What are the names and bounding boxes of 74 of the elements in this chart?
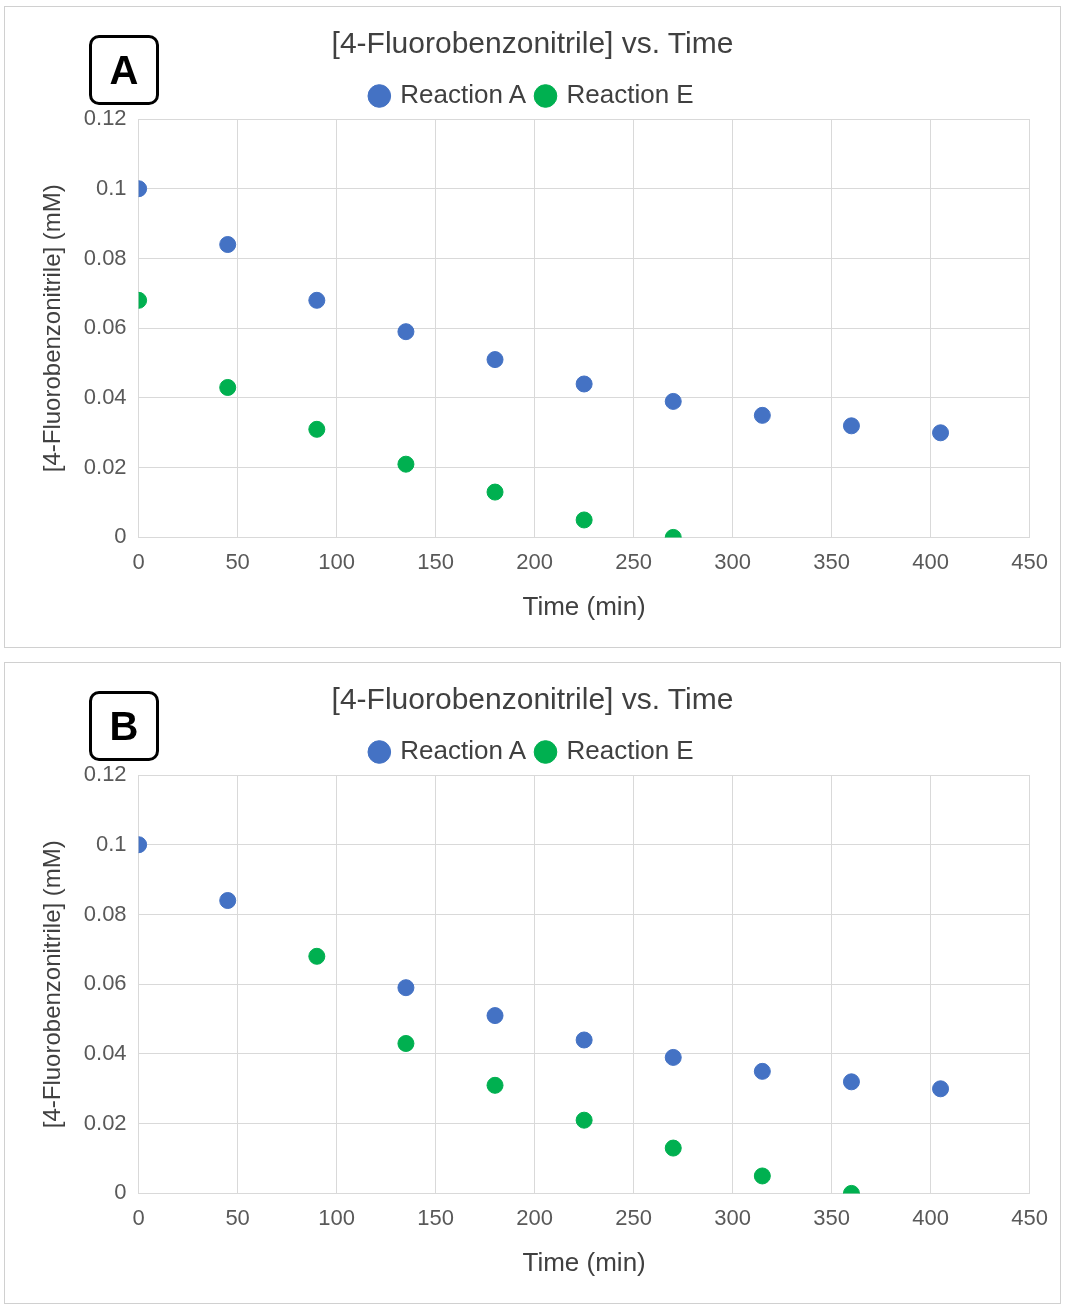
point xyxy=(308,420,326,438)
point xyxy=(664,1048,682,1066)
y-tick-label: 0.06 xyxy=(83,314,127,340)
x-tick-label: 100 xyxy=(318,548,355,574)
point xyxy=(842,417,860,435)
point xyxy=(308,291,326,309)
y-axis-title: [4-Fluorobenzonitrile] (mM) xyxy=(38,840,66,1129)
y-tick-label: 0.02 xyxy=(83,453,127,479)
point xyxy=(575,1031,593,1049)
x-tick-label: 150 xyxy=(417,1204,454,1230)
point xyxy=(753,1167,771,1185)
y-tick-label: 0.12 xyxy=(83,105,127,131)
point xyxy=(664,392,682,410)
x-tick-label: 450 xyxy=(1011,1204,1049,1230)
y-tick-label: 0 xyxy=(114,523,127,549)
y-tick-label: 0.1 xyxy=(96,174,127,200)
y-tick-label: 0.06 xyxy=(83,970,127,996)
x-tick-label: 100 xyxy=(318,1204,355,1230)
point xyxy=(753,406,771,424)
point xyxy=(575,511,593,529)
x-tick-label: 0 xyxy=(132,548,145,574)
x-tick-label: 250 xyxy=(615,548,652,574)
legend-label: Reaction A xyxy=(400,735,527,766)
x-tick-label: 200 xyxy=(516,1204,553,1230)
chart-title: [4-Fluorobenzonitrile] vs. Time xyxy=(331,26,734,60)
point xyxy=(486,483,504,501)
point xyxy=(664,1139,682,1157)
x-tick-label: 200 xyxy=(516,548,553,574)
point xyxy=(575,375,593,393)
y-tick-label: 0.04 xyxy=(83,1040,127,1065)
point xyxy=(397,979,415,997)
x-tick-label: 350 xyxy=(813,548,850,574)
y-tick-label: 0.08 xyxy=(83,900,127,926)
point xyxy=(932,424,950,442)
point xyxy=(932,1080,950,1098)
legend-label: Reaction E xyxy=(566,735,694,766)
text: B xyxy=(89,691,159,761)
chart-title: [4-Fluorobenzonitrile] vs. Time xyxy=(331,682,734,716)
point xyxy=(486,351,504,369)
y-tick-label: 0.12 xyxy=(83,761,127,787)
y-tick-label: 0.02 xyxy=(83,1109,127,1135)
text: A xyxy=(89,35,159,105)
point xyxy=(397,455,415,473)
point xyxy=(219,236,237,254)
y-tick-label: 0.08 xyxy=(83,244,127,270)
point xyxy=(575,1111,593,1129)
x-tick-label: 300 xyxy=(714,548,751,574)
point xyxy=(397,1034,415,1052)
point xyxy=(219,378,237,396)
point xyxy=(753,1062,771,1080)
point xyxy=(486,1076,504,1094)
x-tick-label: 400 xyxy=(912,548,949,574)
x-tick-label: 450 xyxy=(1011,548,1049,574)
legend-label: Reaction A xyxy=(400,79,527,110)
x-tick-label: 50 xyxy=(225,1204,250,1230)
point xyxy=(842,1073,860,1091)
x-tick-label: 150 xyxy=(417,548,454,574)
x-axis-title: Time (min) xyxy=(522,1246,646,1277)
x-tick-label: 50 xyxy=(225,548,250,574)
x-tick-label: 250 xyxy=(615,1204,652,1230)
y-tick-label: 0.1 xyxy=(96,830,127,856)
x-axis-title: Time (min) xyxy=(522,590,646,621)
y-tick-label: 0 xyxy=(114,1179,127,1205)
point xyxy=(219,892,237,910)
y-tick-label: 0.04 xyxy=(83,384,127,409)
point xyxy=(397,323,415,341)
legend-label: Reaction E xyxy=(566,79,694,110)
point xyxy=(308,947,326,965)
point xyxy=(486,1007,504,1025)
x-tick-label: 400 xyxy=(912,1204,949,1230)
x-tick-label: 350 xyxy=(813,1204,850,1230)
x-tick-label: 300 xyxy=(714,1204,751,1230)
x-tick-label: 0 xyxy=(132,1204,145,1230)
y-axis-title: [4-Fluorobenzonitrile] (mM) xyxy=(38,184,66,473)
